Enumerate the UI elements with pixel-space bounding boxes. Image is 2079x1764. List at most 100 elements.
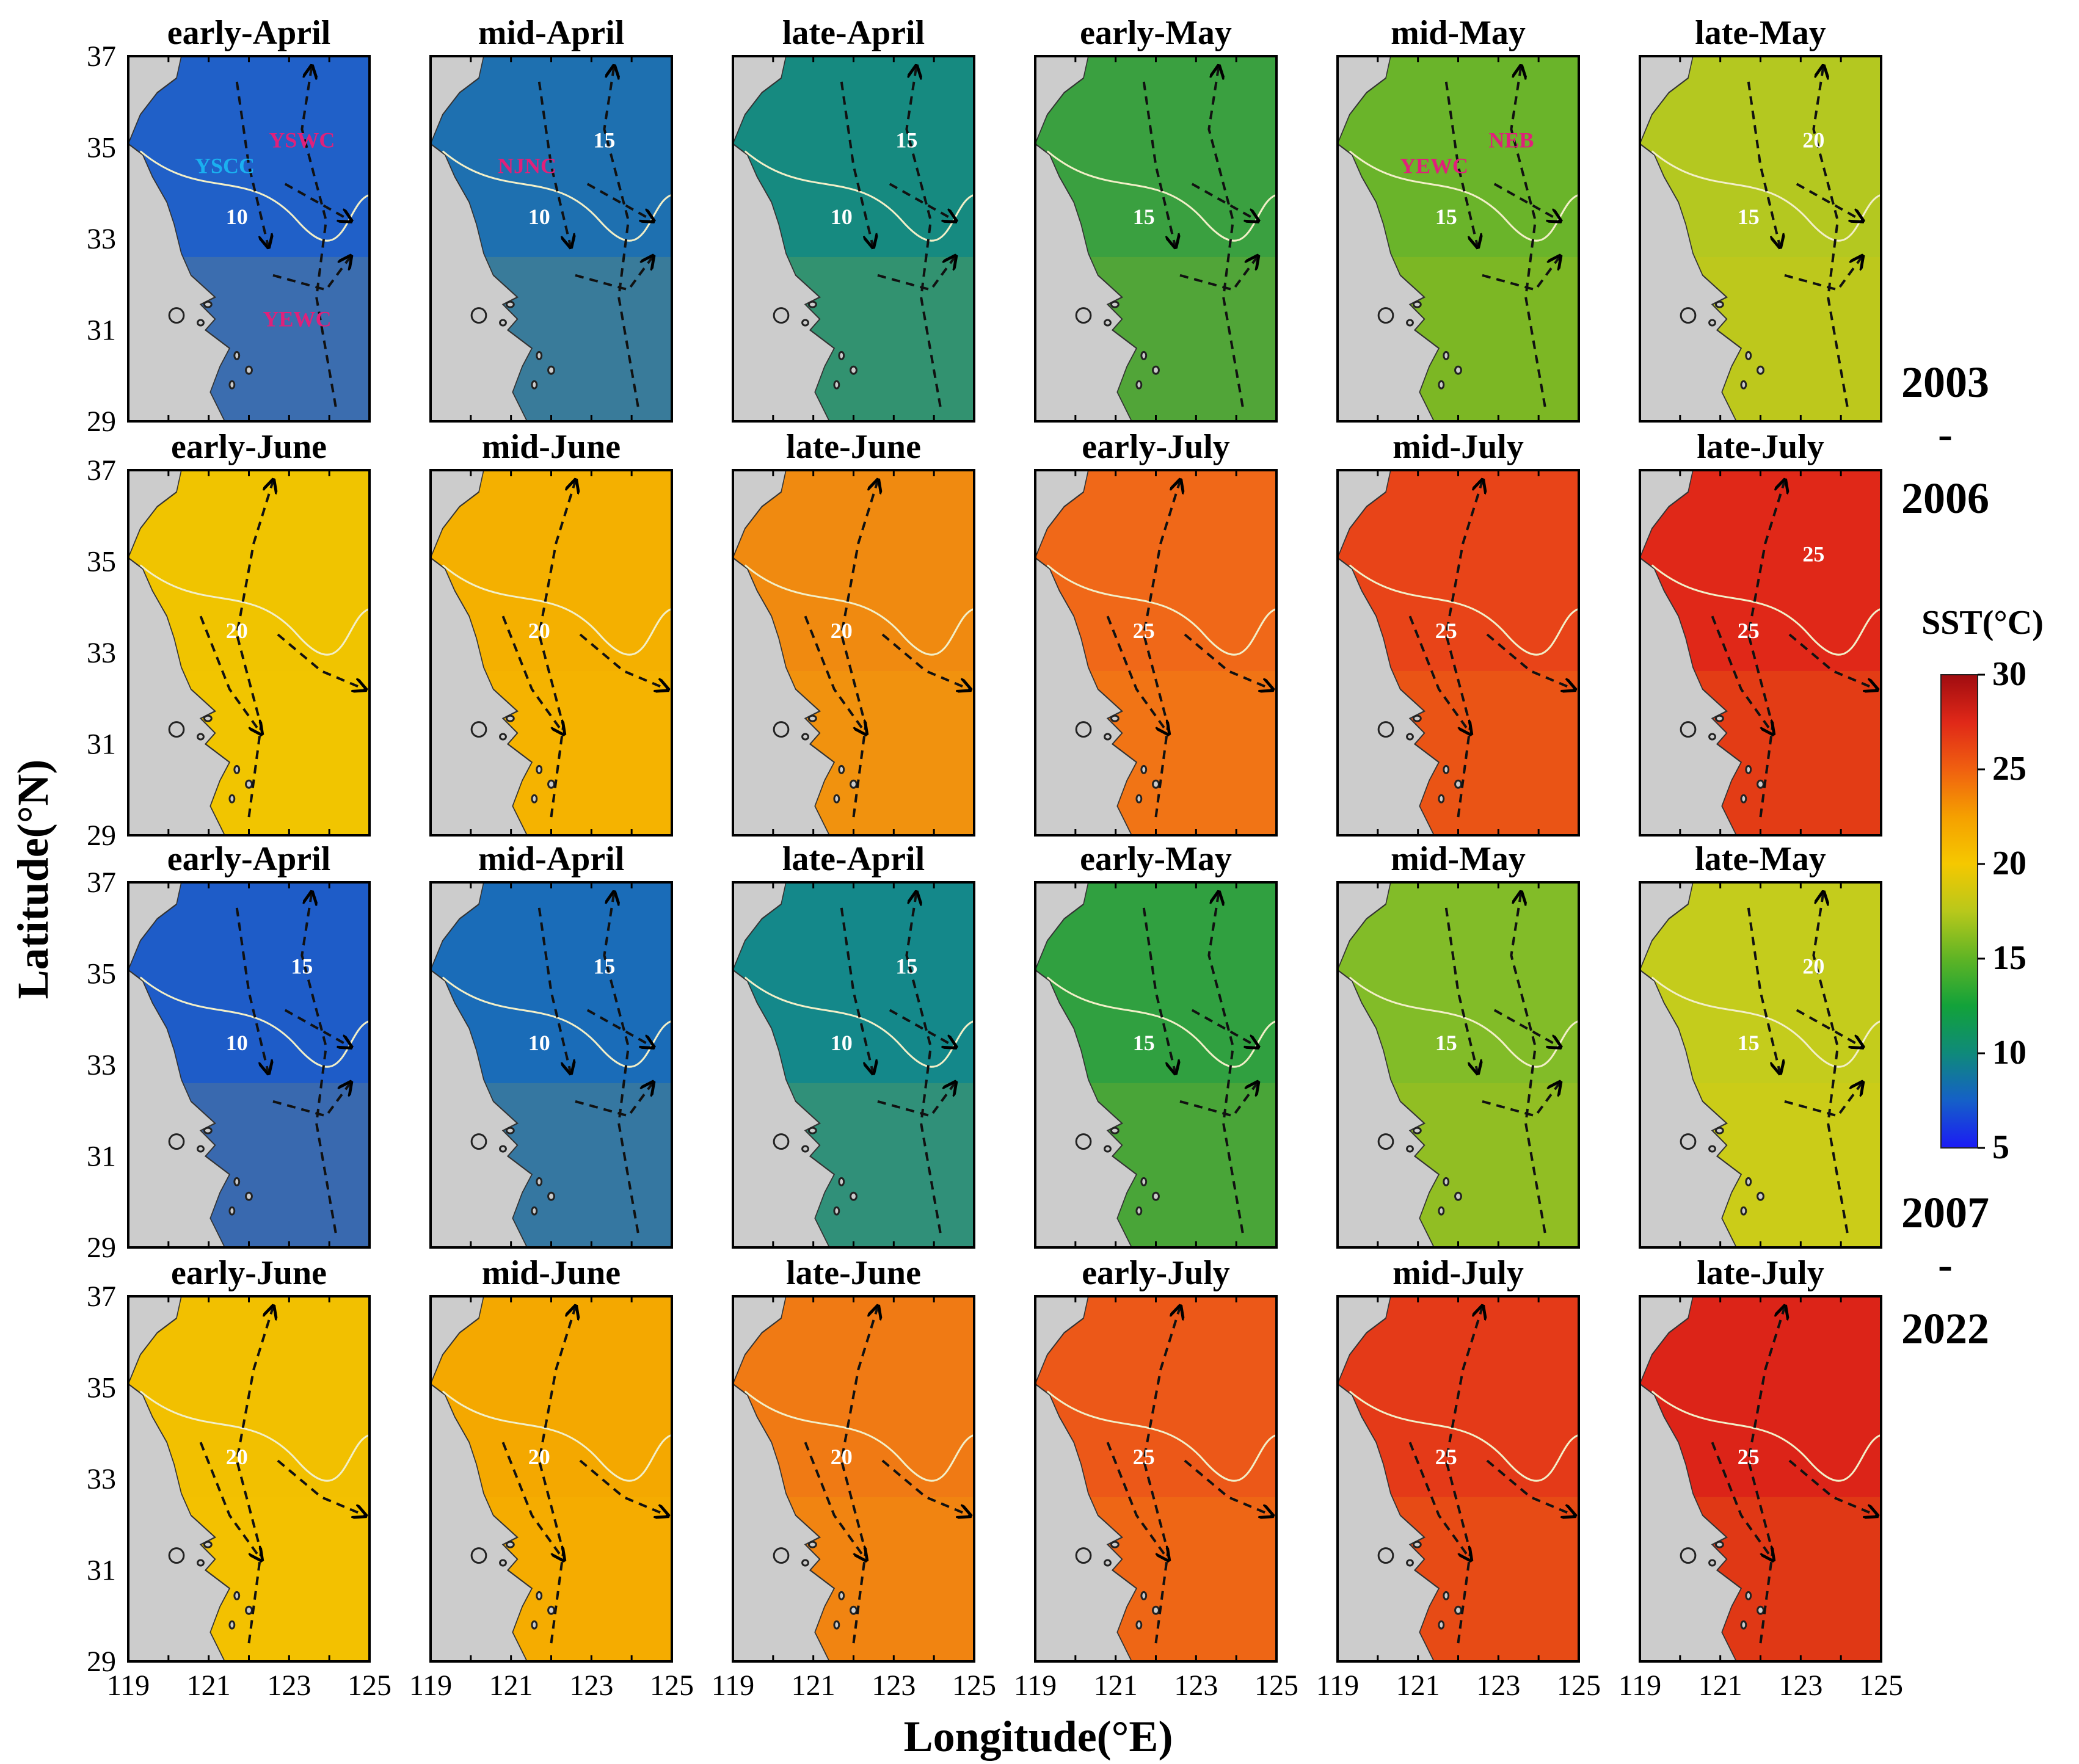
current-arrow <box>537 1307 575 1644</box>
island <box>1135 380 1143 390</box>
island <box>228 794 236 804</box>
island <box>536 350 543 360</box>
panel-title: late-June <box>786 1254 921 1292</box>
isotherm-line <box>1651 564 1882 656</box>
panel-title: late-April <box>782 14 925 52</box>
island <box>1135 1620 1143 1630</box>
island <box>807 1127 817 1134</box>
current-arrow <box>235 481 273 818</box>
map-panel: early-May 15 <box>1034 14 1278 423</box>
current-arrow <box>1747 81 1780 246</box>
period-1-dash: - <box>1938 410 1953 459</box>
island <box>228 380 236 390</box>
panel-title: mid-May <box>1391 840 1526 878</box>
island <box>1135 794 1143 804</box>
island <box>1406 1145 1414 1153</box>
island <box>1406 1559 1414 1567</box>
island <box>228 1206 236 1216</box>
isotherm-label: 25 <box>1802 542 1824 567</box>
lat-tick-label: 37 <box>87 866 116 899</box>
lon-tick-label: 121 <box>1396 1669 1440 1702</box>
current-arrow <box>1184 1459 1272 1515</box>
isotherm-label: 10 <box>528 205 550 229</box>
colorbar <box>1940 674 1978 1149</box>
island <box>245 365 253 375</box>
isotherm-label: 15 <box>895 954 917 979</box>
current-arrow <box>300 893 337 1233</box>
current-arrow <box>1711 1442 1773 1559</box>
island <box>807 1541 817 1548</box>
lon-tick-label: 123 <box>267 1669 311 1702</box>
island <box>547 365 555 375</box>
panel-title: mid-July <box>1393 428 1524 466</box>
island <box>245 1191 253 1201</box>
island <box>1680 721 1697 738</box>
map-panel: mid-April 10 15 NJNC <box>429 14 673 423</box>
island <box>1075 1547 1092 1564</box>
island <box>1740 1206 1747 1216</box>
isotherm-label: 25 <box>1738 619 1760 643</box>
lon-tick-label: 125 <box>1859 1669 1903 1702</box>
island <box>1745 1591 1752 1600</box>
island <box>499 1559 507 1567</box>
colorbar-tick-label: 15 <box>1992 939 2026 977</box>
current-arrow <box>575 257 652 291</box>
current-arrow <box>1179 257 1257 291</box>
current-arrow <box>1408 1442 1471 1559</box>
isotherm-label: 10 <box>226 1031 248 1055</box>
current-arrow <box>1486 633 1574 689</box>
island <box>1443 764 1450 774</box>
current-label: YEWC <box>1400 153 1468 178</box>
lat-tick-label: 31 <box>87 1555 116 1587</box>
lat-tick-label: 31 <box>87 728 116 761</box>
current-arrow <box>277 633 365 689</box>
island <box>1740 380 1747 390</box>
island <box>168 1547 185 1564</box>
current-arrow <box>1711 615 1773 733</box>
lon-tick-label: 123 <box>1174 1669 1218 1702</box>
isotherm-label: 20 <box>831 619 853 643</box>
x-axis-label: Longitude(°E) <box>904 1712 1173 1761</box>
island <box>547 1191 555 1201</box>
isotherm-line <box>744 564 975 656</box>
island <box>245 1605 253 1615</box>
current-arrow <box>272 1083 350 1117</box>
land-mask <box>429 1295 533 1663</box>
island <box>1412 1127 1422 1134</box>
lat-tick-label: 29 <box>87 1646 116 1678</box>
current-arrow <box>1444 907 1477 1072</box>
current-arrow <box>1482 257 1559 291</box>
current-arrow <box>501 615 564 733</box>
isotherm-line <box>442 1390 672 1482</box>
island <box>1140 1591 1148 1600</box>
island <box>1680 307 1697 324</box>
lat-tick-label: 33 <box>87 637 116 669</box>
island <box>470 1133 487 1150</box>
isotherm-label: 15 <box>1133 1031 1155 1055</box>
land-mask <box>127 469 231 837</box>
current-arrow <box>877 1083 955 1117</box>
map-panel: late-May 15 20 <box>1639 14 1882 423</box>
lat-tick-label: 37 <box>87 40 116 73</box>
colorbar-title: SST(°C) <box>1921 604 2044 642</box>
panel-title: early-June <box>171 428 327 466</box>
colorbar-tick-label: 30 <box>1992 655 2026 693</box>
island <box>1708 319 1716 327</box>
current-arrow <box>1788 1459 1876 1515</box>
land-mask <box>1336 881 1440 1249</box>
island <box>850 1605 857 1615</box>
island <box>773 721 790 738</box>
island <box>547 1605 555 1615</box>
lat-tick-label: 31 <box>87 1141 116 1173</box>
lon-tick-label: 125 <box>952 1669 996 1702</box>
current-arrow <box>804 615 866 733</box>
island <box>1708 1145 1716 1153</box>
land-mask <box>1639 55 1742 423</box>
current-arrow <box>272 257 350 291</box>
current-arrow <box>881 1459 969 1515</box>
island <box>1110 300 1120 308</box>
island <box>505 1541 515 1548</box>
period-2-dash: - <box>1938 1240 1953 1289</box>
island <box>203 714 213 722</box>
island <box>1714 300 1724 308</box>
